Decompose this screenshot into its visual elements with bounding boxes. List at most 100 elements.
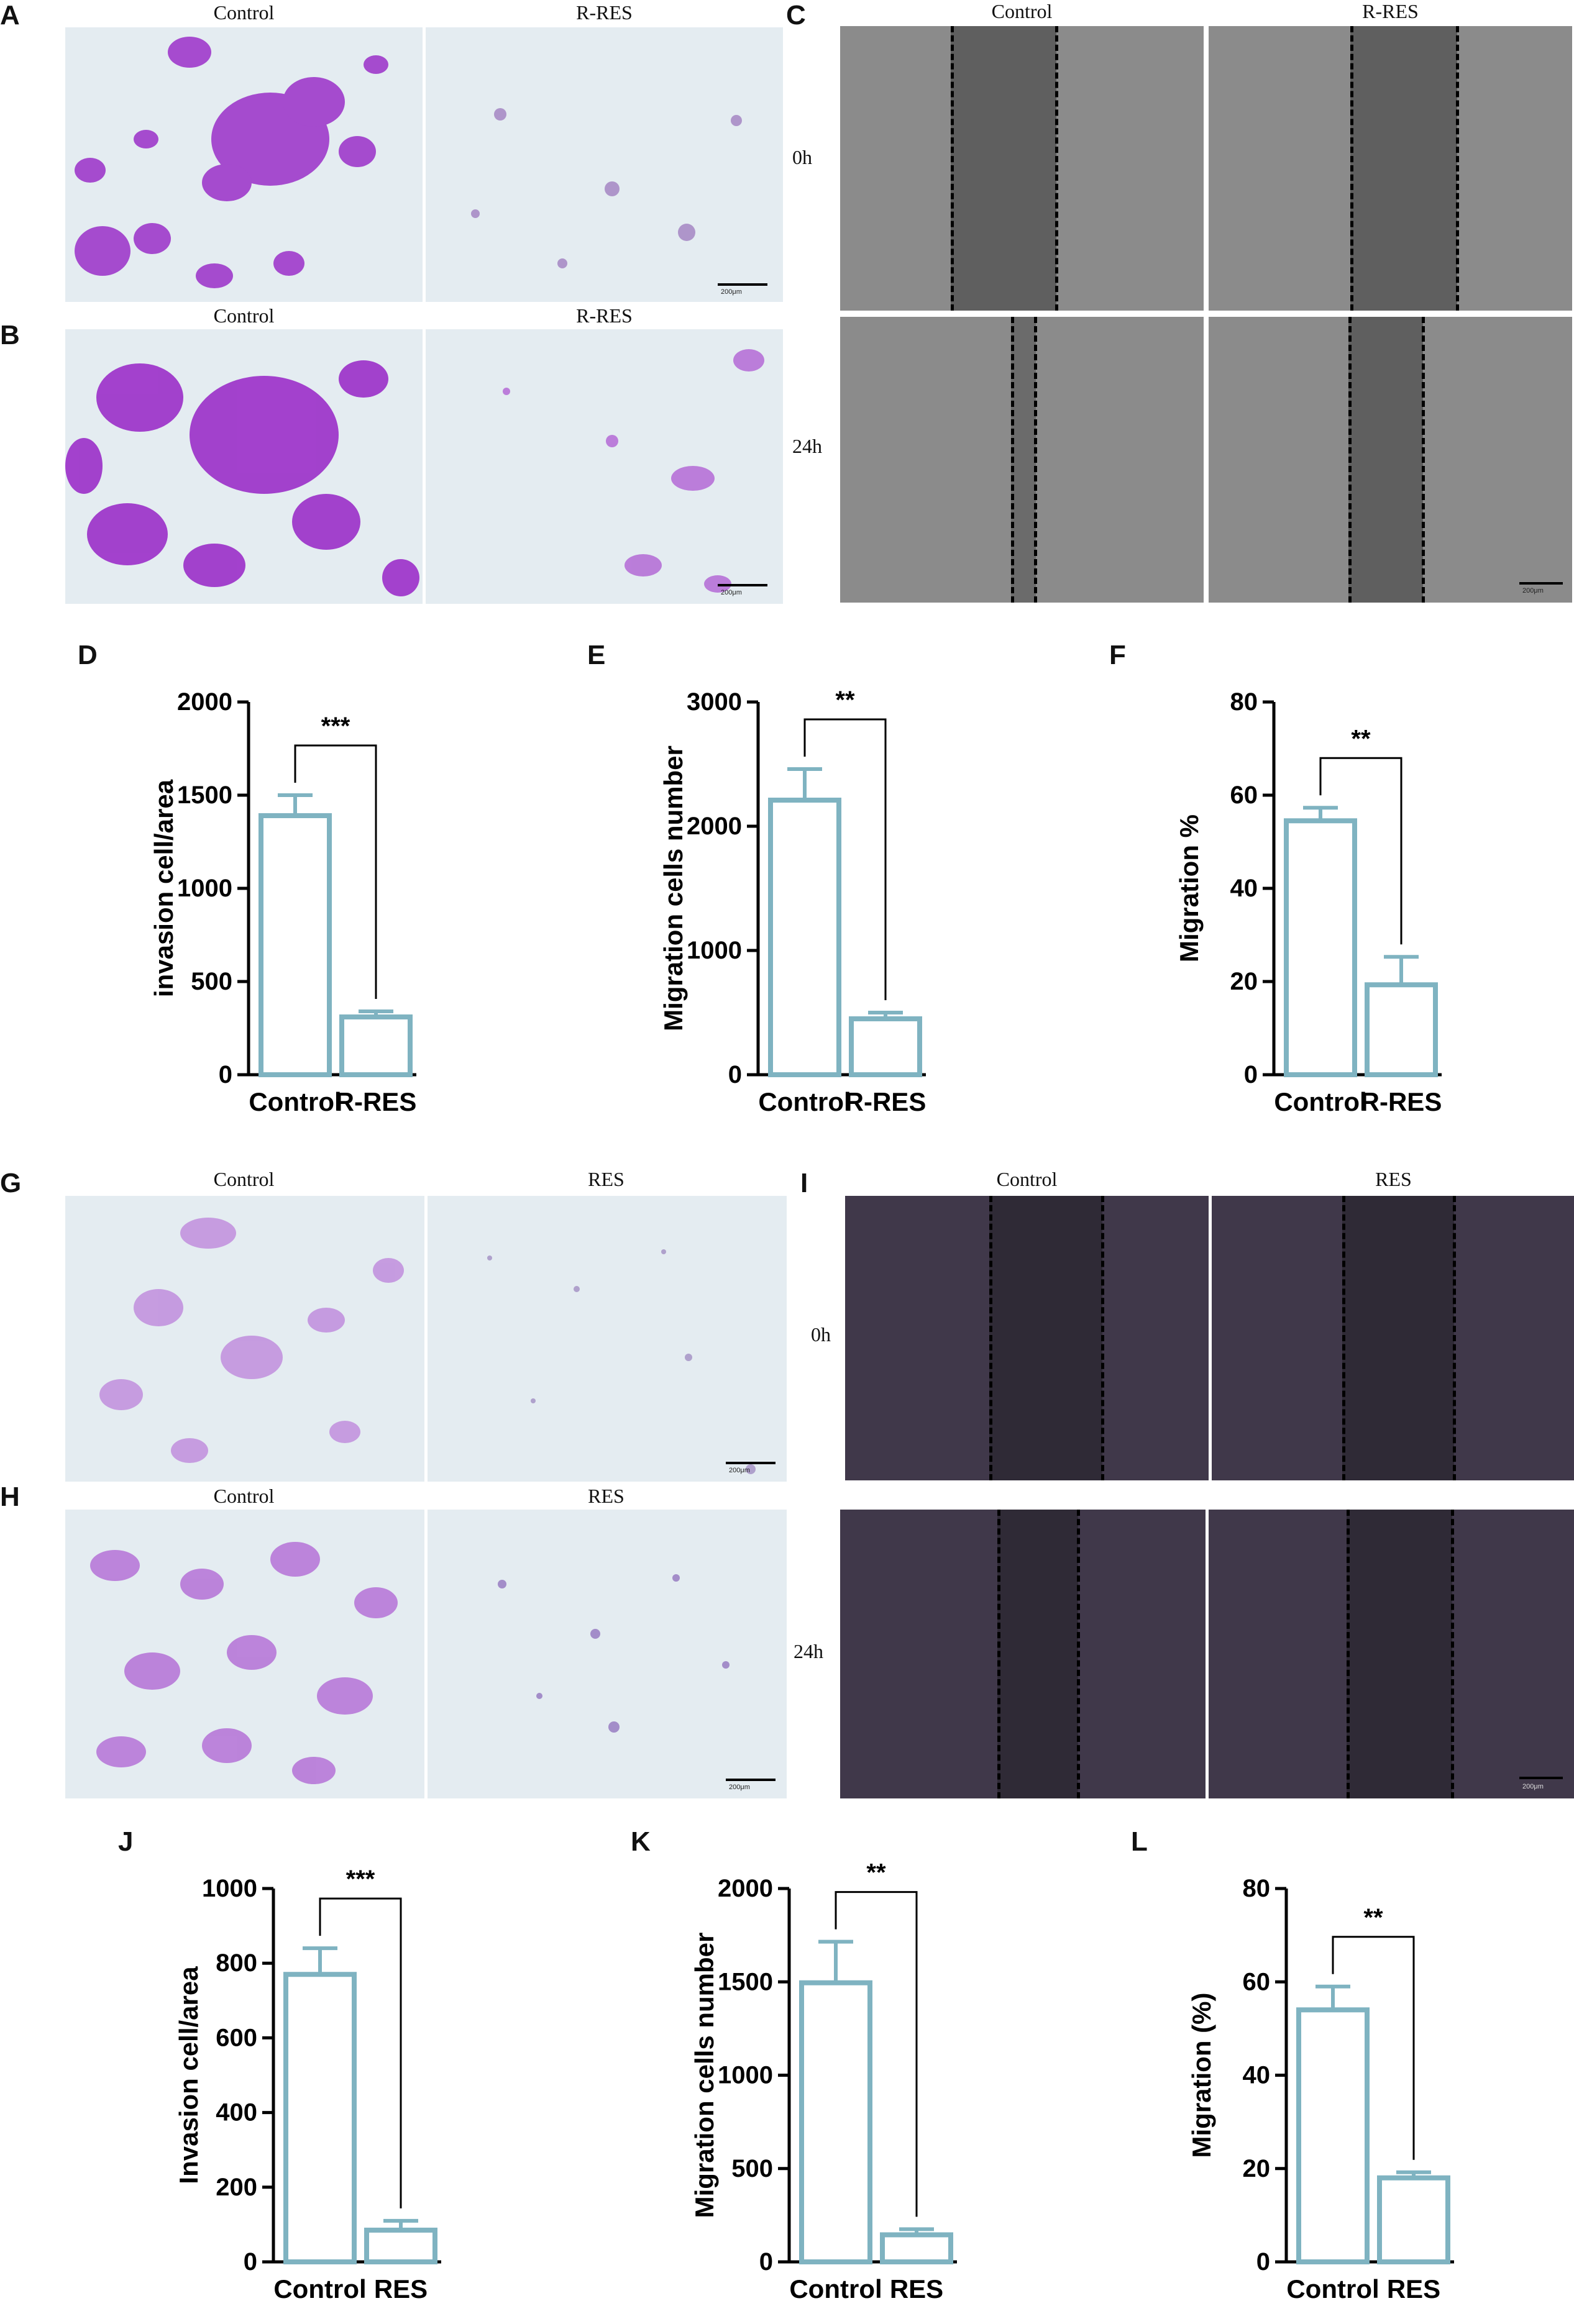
micrograph-g-treated: 200μm [428, 1196, 787, 1482]
stain-pattern [471, 108, 742, 268]
scratch-c-control-0h [840, 26, 1204, 311]
scale-bar [1519, 1777, 1563, 1779]
micrograph-h-treated: 200μm [428, 1510, 787, 1798]
bar-chart-e: 0 1000 2000 3000 Migration cells number Contr… [659, 686, 927, 1116]
panel-g-right-title: RES [588, 1168, 625, 1190]
y-tick-label: 40 [1243, 2062, 1271, 2089]
y-axis-label: Migration % [1174, 814, 1204, 962]
panel-i-left-title: Control [996, 1168, 1058, 1190]
scratch-gap [1348, 317, 1423, 603]
panel-h-right-title: RES [588, 1485, 625, 1507]
significance-bracket [1332, 1936, 1415, 2160]
y-tick-label: 200 [216, 2174, 257, 2201]
y-tick-label: 0 [219, 1061, 232, 1088]
stain-pattern [90, 1542, 398, 1784]
y-tick-label: 1000 [687, 937, 742, 964]
y-tick-label: 80 [1230, 688, 1258, 716]
y-tick-label: 80 [1243, 1875, 1271, 1902]
panel-letter-e: E [587, 640, 606, 670]
y-tick-label: 20 [1243, 2155, 1271, 2182]
scratch-edge-line [1451, 1510, 1454, 1798]
significance-label: ** [835, 686, 855, 714]
micrograph-a-treated: 200μm [426, 27, 783, 302]
bar-0 [1284, 818, 1357, 1077]
stain-pattern [503, 349, 764, 593]
x-tick-label: R-RES [1361, 1087, 1442, 1116]
panel-letter-b: B [0, 320, 20, 350]
scale-bar-label: 200μm [721, 288, 742, 296]
y-tick-label: 3000 [687, 688, 742, 716]
significance-label: ** [1351, 725, 1371, 752]
panel-letter-l: L [1131, 1826, 1148, 1857]
scratch-i-control-24h [840, 1510, 1206, 1798]
x-tick-label: Control [1286, 2274, 1379, 2303]
scratch-i-control-0h [845, 1196, 1209, 1480]
scale-bar-label: 200μm [1522, 1783, 1544, 1790]
panel-b-right-title: R-RES [576, 304, 633, 327]
y-axis-label: Invasion cell/area [174, 1966, 203, 2184]
micrograph-b-control [65, 329, 423, 604]
scratch-edge-line [1077, 1510, 1080, 1798]
panel-letter-j: J [118, 1826, 134, 1857]
scratch-gap [951, 26, 1056, 311]
stain-pattern [75, 37, 388, 288]
scratch-edge-line [1034, 317, 1037, 603]
scratch-edge-line [1055, 26, 1058, 311]
bar-0 [283, 1972, 357, 2264]
x-tick-label: Control [758, 1087, 851, 1116]
scratch-gap [1011, 317, 1036, 603]
stain-pattern [498, 1574, 730, 1733]
panel-letter-c: C [786, 0, 806, 30]
x-tick-label: R-RES [336, 1087, 417, 1116]
scratch-edge-line [1342, 1196, 1345, 1480]
significance-bracket [1319, 757, 1402, 945]
scratch-c-treated-24h: 200μm [1209, 317, 1572, 603]
scratch-edge-line [997, 1510, 1000, 1798]
scratch-c-control-24h [840, 317, 1204, 603]
scratch-i-treated-0h [1212, 1196, 1574, 1480]
scratch-gap [1350, 26, 1457, 311]
y-tick-label: 2000 [687, 813, 742, 840]
y-axis-label: Migration cells number [690, 1933, 719, 2218]
bar-chart-j: 0 200 400 600 800 1000 Invasion cell/area Contr… [174, 1866, 441, 2303]
scratch-edge-line [1011, 317, 1014, 603]
y-tick-label: 20 [1230, 968, 1258, 995]
x-tick-label: R-RES [845, 1087, 927, 1116]
bar-chart-l: 0 20 40 60 80 Migration (%) Control RES ** [1187, 1875, 1454, 2303]
x-tick-label: RES [1387, 2274, 1440, 2303]
y-tick-label: 1500 [177, 782, 232, 809]
y-tick-label: 40 [1230, 875, 1258, 902]
scale-bar [718, 283, 767, 286]
scratch-edge-line [1422, 317, 1425, 603]
scratch-edge-line [1348, 317, 1352, 603]
x-tick-label: RES [374, 2274, 428, 2303]
scale-bar [718, 584, 767, 586]
x-tick-label: Control [249, 1087, 341, 1116]
scale-bar-label: 200μm [729, 1467, 750, 1474]
y-axis-label: Migration cells number [659, 745, 688, 1031]
significance-bracket [803, 718, 887, 1000]
panel-g-left-title: Control [213, 1168, 275, 1190]
y-tick-label: 500 [731, 2155, 773, 2182]
scratch-edge-line [1456, 26, 1459, 311]
y-tick-label: 800 [216, 1949, 257, 1977]
panel-c-left-title: Control [991, 0, 1053, 22]
y-tick-label: 500 [191, 968, 232, 995]
panel-a-left-title: Control [213, 1, 275, 24]
y-tick-label: 0 [244, 2248, 257, 2276]
scale-bar [726, 1779, 776, 1781]
x-tick-label: Control [789, 2274, 882, 2303]
scratch-edge-line [1347, 1510, 1350, 1798]
scratch-c-treated-0h [1209, 26, 1572, 311]
panel-c-row-24h: 24h [792, 435, 822, 457]
scratch-edge-line [989, 1196, 992, 1480]
scratch-i-treated-24h: 200μm [1209, 1510, 1574, 1798]
micrograph-a-control [65, 27, 423, 302]
bar-chart-d: 0 500 1000 1500 2000 invasion cell/area Contro… [149, 688, 417, 1116]
significance-bracket [835, 1891, 918, 2217]
panel-letter-a: A [0, 0, 20, 30]
stain-pattern [65, 360, 419, 596]
panel-a-right-title: R-RES [576, 1, 633, 24]
panel-letter-d: D [78, 640, 98, 670]
